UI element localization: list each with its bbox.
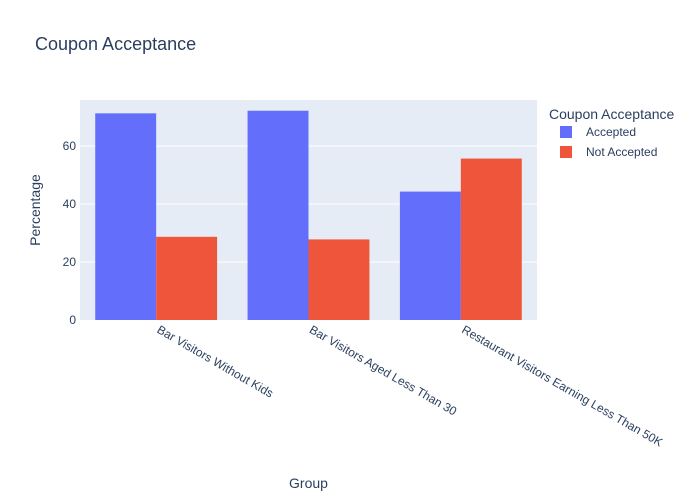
y-tick-label: 20 <box>63 255 77 269</box>
legend-label: Accepted <box>586 125 636 139</box>
bar <box>460 158 522 320</box>
bar <box>247 110 309 320</box>
bar <box>95 113 157 320</box>
legend-title: Coupon Acceptance <box>549 106 675 122</box>
bar <box>308 239 370 320</box>
legend-label: Not Accepted <box>586 145 657 159</box>
legend: Coupon Acceptance Accepted Not Accepted <box>549 106 675 159</box>
y-tick-label: 40 <box>63 197 77 211</box>
x-tick-label: Bar Visitors Aged Less Than 30 <box>307 322 459 418</box>
y-axis-ticks: 0 20 40 60 <box>63 139 77 327</box>
y-tick-label: 0 <box>69 313 76 327</box>
y-axis-title: Percentage <box>27 174 43 246</box>
legend-swatch <box>560 146 572 158</box>
chart-title: Coupon Acceptance <box>35 34 196 54</box>
y-tick-label: 60 <box>63 139 77 153</box>
bars <box>95 110 522 320</box>
bar <box>156 236 218 320</box>
x-tick-label: Bar Visitors Without Kids <box>155 322 276 400</box>
x-tick-label: Restaurant Visitors Earning Less Than 50… <box>459 322 665 449</box>
x-axis-ticks: Bar Visitors Without Kids Bar Visitors Ag… <box>155 322 666 449</box>
bar <box>399 191 461 320</box>
x-axis-title: Group <box>289 475 328 491</box>
legend-swatch <box>560 126 572 138</box>
